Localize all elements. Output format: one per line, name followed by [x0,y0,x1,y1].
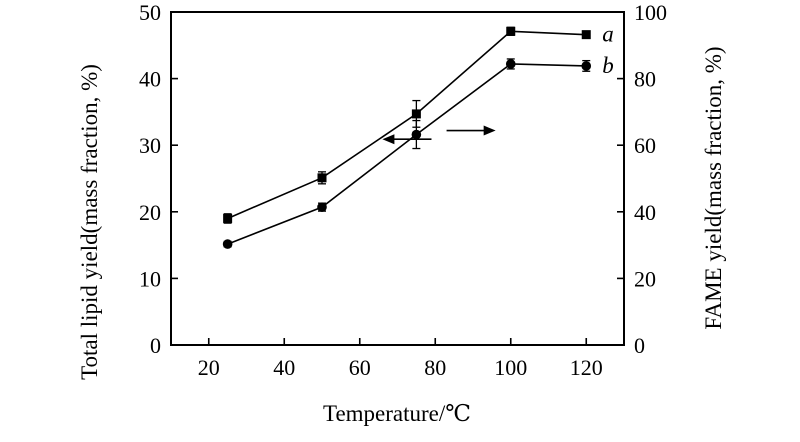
axis-ticks [171,11,624,346]
data-point-b [222,239,233,249]
data-point-a [581,30,591,40]
data-point-a [506,26,516,36]
series-line-b [227,63,587,245]
axis-pointer-arrows [382,125,496,145]
data-point-b [317,202,327,212]
right-y-tick-label: 40 [634,200,656,225]
right-y-tick-label: 100 [634,0,667,25]
right-y-tick-label: 60 [634,133,656,158]
series-label-a: a [602,22,614,47]
left-y-tick-label: 30 [139,133,161,158]
right-y-tick-label: 0 [634,333,645,358]
data-point-b [581,61,592,71]
x-tick-label: 100 [494,355,527,380]
series-line-a [227,30,587,220]
data-point-a [223,213,233,223]
x-tick-label: 40 [273,355,295,380]
left-y-tick-label: 50 [139,0,161,25]
x-tick-label: 60 [349,355,371,380]
x-tick-label: 20 [198,355,220,380]
series-layer: ab [222,22,614,249]
x-tick-label: 80 [424,355,446,380]
right-y-tick-label: 80 [634,67,656,92]
tick-labels: 20 40 60 80 100 120 0 10 20 30 40 50 0 20 40 60 80 100 [139,0,667,380]
left-y-tick-label: 10 [139,266,161,291]
left-y-tick-label: 40 [139,67,161,92]
x-tick-label: 120 [570,355,603,380]
plot-frame [170,11,625,346]
data-point-b [505,59,516,69]
data-point-b [411,129,422,140]
left-y-axis-title: Total lipid yield(mass fraction, %) [77,64,102,380]
right-y-axis-title: FAME yield(mass fraction, %) [701,46,726,329]
right-arrow-head [483,125,496,136]
x-axis-title: Temperature/℃ [323,401,471,426]
left-arrow-head [382,134,395,145]
right-y-tick-label: 20 [634,266,656,291]
series-label-b: b [602,53,614,78]
data-point-a [411,109,421,119]
left-y-tick-label: 0 [150,333,161,358]
left-y-tick-label: 20 [139,200,161,225]
data-point-a [317,173,327,183]
